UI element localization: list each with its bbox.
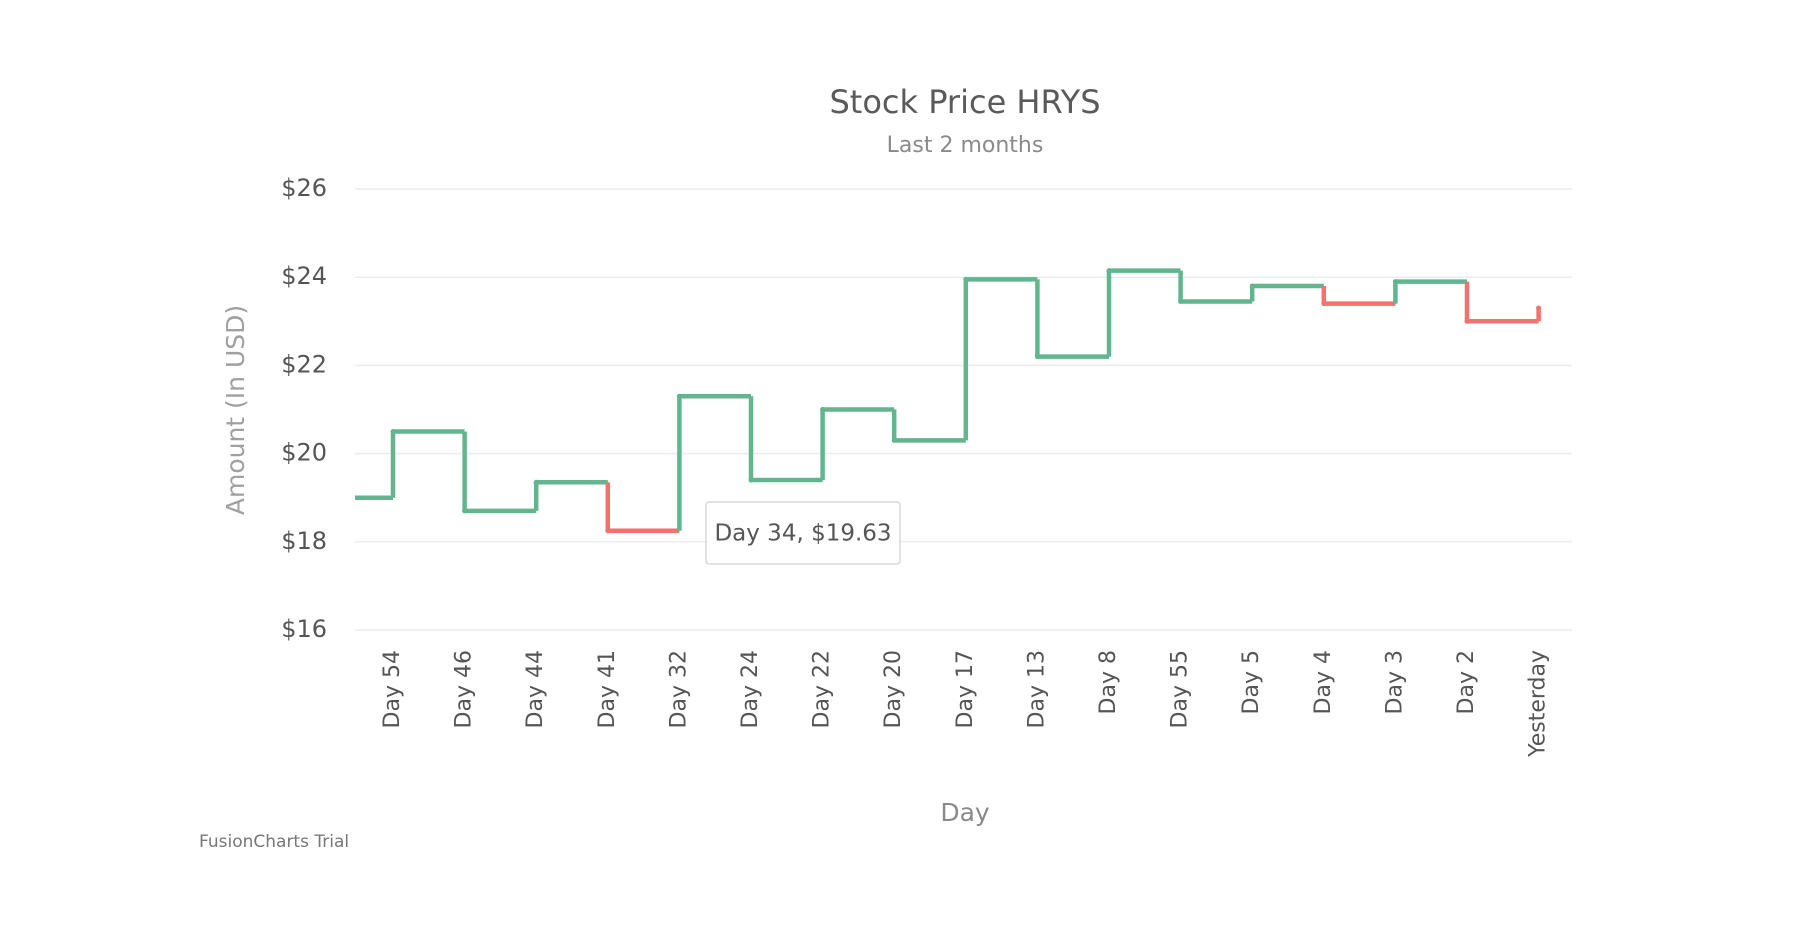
step-segment (820, 407, 895, 481)
data-point (1392, 279, 1398, 285)
y-axis-title: Amount (In USD) (221, 305, 250, 515)
data-point (891, 437, 897, 443)
data-point (748, 477, 754, 483)
x-tick-label: Day 20 (881, 650, 906, 728)
data-point (1464, 318, 1470, 324)
step-segment (605, 482, 680, 534)
step-segment (1393, 279, 1467, 304)
step-segment (533, 480, 608, 511)
x-tick-label: Day 24 (738, 650, 763, 728)
x-tick-label: Day 32 (666, 650, 691, 728)
data-point (1249, 283, 1255, 289)
data-point (390, 429, 396, 435)
x-tick-label: Day 46 (452, 650, 477, 728)
step-segment (1035, 279, 1109, 359)
step-segment (1178, 270, 1253, 304)
data-point (1321, 301, 1327, 307)
data-point (820, 407, 826, 412)
x-tick-label: Day 41 (595, 650, 620, 728)
step-segment (891, 409, 966, 443)
x-tick-label: Day 8 (1096, 650, 1121, 714)
y-tick-label: $16 (281, 615, 327, 643)
tooltip-box (705, 501, 901, 565)
watermark: FusionCharts Trial (199, 832, 349, 852)
data-point (605, 528, 611, 534)
x-tick-label: Day 55 (1168, 650, 1193, 728)
step-segment (1321, 286, 1396, 306)
y-tick-label: $22 (281, 350, 327, 378)
tooltip-text: Day 34, $19.63 (714, 521, 891, 547)
y-tick-label: $26 (281, 174, 327, 202)
x-tick-label: Day 3 (1382, 650, 1407, 714)
data-point (1106, 268, 1112, 274)
data-point (1034, 354, 1040, 360)
data-point (963, 276, 969, 282)
plot (355, 268, 1542, 534)
x-tick-label: Day 13 (1024, 650, 1049, 728)
data-point (1178, 298, 1184, 304)
data-point (676, 393, 682, 399)
step-segment (462, 431, 537, 514)
chart-title: Stock Price HRYS (829, 83, 1100, 121)
y-tick-label: $24 (281, 262, 327, 290)
x-tick-label: Day 44 (523, 650, 548, 728)
step-segment (1464, 281, 1539, 324)
step-segment (748, 396, 823, 483)
x-tick-label: Day 17 (953, 650, 978, 728)
x-tick-label: Day 54 (380, 650, 405, 728)
x-tick-label: Day 22 (810, 650, 835, 728)
tooltip: Day 34, $19.63 (705, 501, 901, 565)
step-segment (1249, 283, 1324, 302)
chart-subtitle: Last 2 months (887, 133, 1044, 158)
x-tick-label: Day 2 (1454, 650, 1479, 714)
x-tick-label: Yesterday (1526, 650, 1551, 758)
x-tick-label: Day 5 (1239, 650, 1264, 714)
y-tick-label: $20 (281, 439, 327, 467)
x-axis-title: Day (940, 798, 990, 827)
x-tick-label: Day 4 (1311, 650, 1336, 714)
data-point (533, 479, 539, 485)
step-segment (390, 429, 465, 498)
step-segment (1106, 268, 1181, 357)
y-tick-label: $18 (281, 527, 327, 555)
data-point (1536, 305, 1542, 311)
data-point (462, 508, 468, 514)
step-segment (963, 277, 1038, 441)
